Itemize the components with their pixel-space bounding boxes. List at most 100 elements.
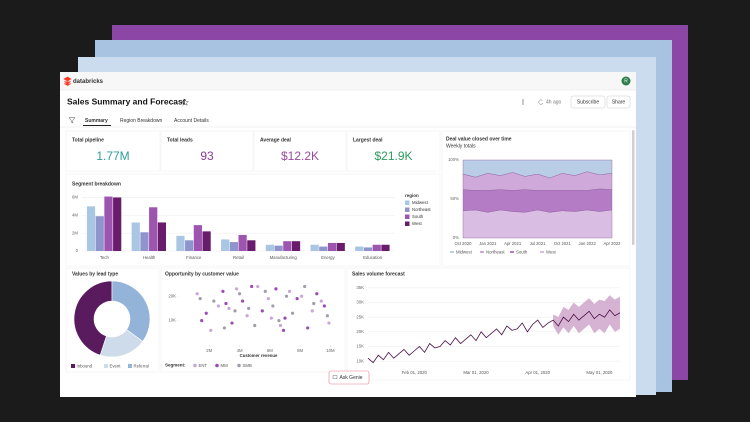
y-tick-label: 20K — [356, 329, 364, 334]
point — [230, 321, 234, 325]
avatar[interactable] — [621, 76, 631, 86]
point — [227, 306, 231, 310]
point — [300, 294, 304, 298]
point — [281, 328, 286, 332]
tab[interactable]: Account Details — [174, 118, 209, 124]
bar — [140, 232, 149, 251]
bar — [193, 225, 203, 251]
legend-label: Midwest — [412, 200, 429, 205]
x-tick-label: Apr 2022 — [604, 241, 622, 246]
bar — [363, 247, 373, 251]
y-tick-label: 35K — [356, 285, 364, 290]
card — [160, 130, 254, 172]
x-axis-label: Customer revenue — [240, 353, 278, 358]
chart-title: Sales volume forecast — [352, 271, 405, 277]
bar — [381, 244, 390, 251]
bar — [238, 234, 247, 251]
point — [327, 321, 331, 325]
point — [195, 292, 199, 296]
kpi-label: Average deal — [260, 137, 292, 143]
y-tick-label: 100% — [448, 157, 459, 162]
point — [247, 306, 251, 310]
bar — [95, 216, 104, 251]
legend-label: MM — [221, 363, 229, 368]
refresh-icon[interactable] — [538, 99, 544, 105]
kpi-label: Total leads — [167, 137, 193, 143]
point — [295, 297, 299, 301]
bar — [274, 245, 283, 251]
updated-time: 4h ago — [546, 100, 562, 106]
card — [65, 267, 160, 373]
legend-label: SMB — [243, 363, 252, 368]
pie-slice — [111, 280, 151, 342]
point — [224, 301, 228, 306]
point — [278, 323, 283, 328]
subscribe-button[interactable] — [570, 95, 606, 109]
x-tick-label: Apr 01, 2020 — [525, 370, 550, 375]
point — [245, 314, 249, 318]
legend-label: Midwest — [456, 249, 473, 254]
chart-title: Opportunity by customer value — [165, 271, 239, 277]
bar — [176, 235, 185, 251]
bar — [86, 206, 96, 251]
avatar-initial[interactable]: R — [624, 79, 628, 85]
point — [283, 316, 287, 320]
chart-title: Deal value closed over time — [446, 136, 512, 142]
bar — [202, 231, 211, 251]
point — [221, 289, 225, 293]
x-tick-label: Mar 01, 2020 — [463, 370, 489, 375]
legend-swatch — [405, 200, 410, 205]
legend-swatch — [128, 364, 132, 368]
legend-title: Segment: — [165, 363, 186, 368]
y-tick-label: 10K — [356, 358, 364, 363]
card — [160, 267, 346, 373]
point — [237, 292, 242, 296]
ask-genie-button[interactable] — [328, 370, 370, 385]
point — [266, 297, 270, 301]
point — [260, 309, 264, 313]
dot — [522, 99, 524, 101]
y-tick-label: 2M — [72, 230, 78, 235]
chart-title: Segment breakdown — [72, 181, 121, 187]
x-tick-label: May 01, 2020 — [586, 370, 613, 375]
brand: databricks — [73, 79, 104, 85]
share-label[interactable]: Share — [612, 100, 626, 106]
point — [222, 326, 227, 330]
kpi-value: 1.77M — [96, 149, 129, 163]
point — [312, 301, 316, 306]
point — [277, 319, 281, 323]
legend-label: ENT — [199, 363, 208, 368]
kpi-value: 93 — [200, 149, 214, 163]
dashboard-title: Sales Summary and Forecast — [67, 96, 186, 106]
legend-label: South — [412, 214, 424, 219]
share-button[interactable] — [606, 95, 631, 109]
bar — [283, 241, 292, 251]
favorite-star[interactable] — [180, 98, 190, 106]
point — [241, 299, 245, 303]
x-tick-label: Feb 01, 2020 — [402, 370, 428, 375]
bar — [319, 246, 328, 251]
x-tick-label: Jul 2021 — [530, 241, 547, 246]
dot — [522, 103, 524, 105]
card — [346, 130, 441, 172]
x-tick-label: 10M — [326, 348, 335, 353]
card — [346, 267, 631, 381]
kebab-menu[interactable] — [522, 99, 524, 105]
tab[interactable]: Region Breakdown — [120, 118, 162, 124]
filter-icon[interactable] — [68, 117, 76, 124]
bar — [104, 196, 113, 251]
legend-label: Northeast — [486, 249, 505, 254]
ask-genie-label[interactable]: Ask Genie — [339, 375, 362, 381]
y-tick-label: 6M — [72, 195, 78, 200]
legend-swatch — [71, 364, 75, 368]
legend-label: West — [412, 221, 423, 226]
bar — [372, 244, 381, 251]
bar — [247, 240, 256, 251]
tab[interactable]: Summary — [85, 118, 108, 124]
bar — [131, 222, 140, 251]
subscribe-label[interactable]: Subscribe — [577, 100, 599, 106]
genie-icon — [332, 375, 338, 379]
scrollbar[interactable] — [632, 130, 635, 245]
point — [253, 323, 257, 328]
